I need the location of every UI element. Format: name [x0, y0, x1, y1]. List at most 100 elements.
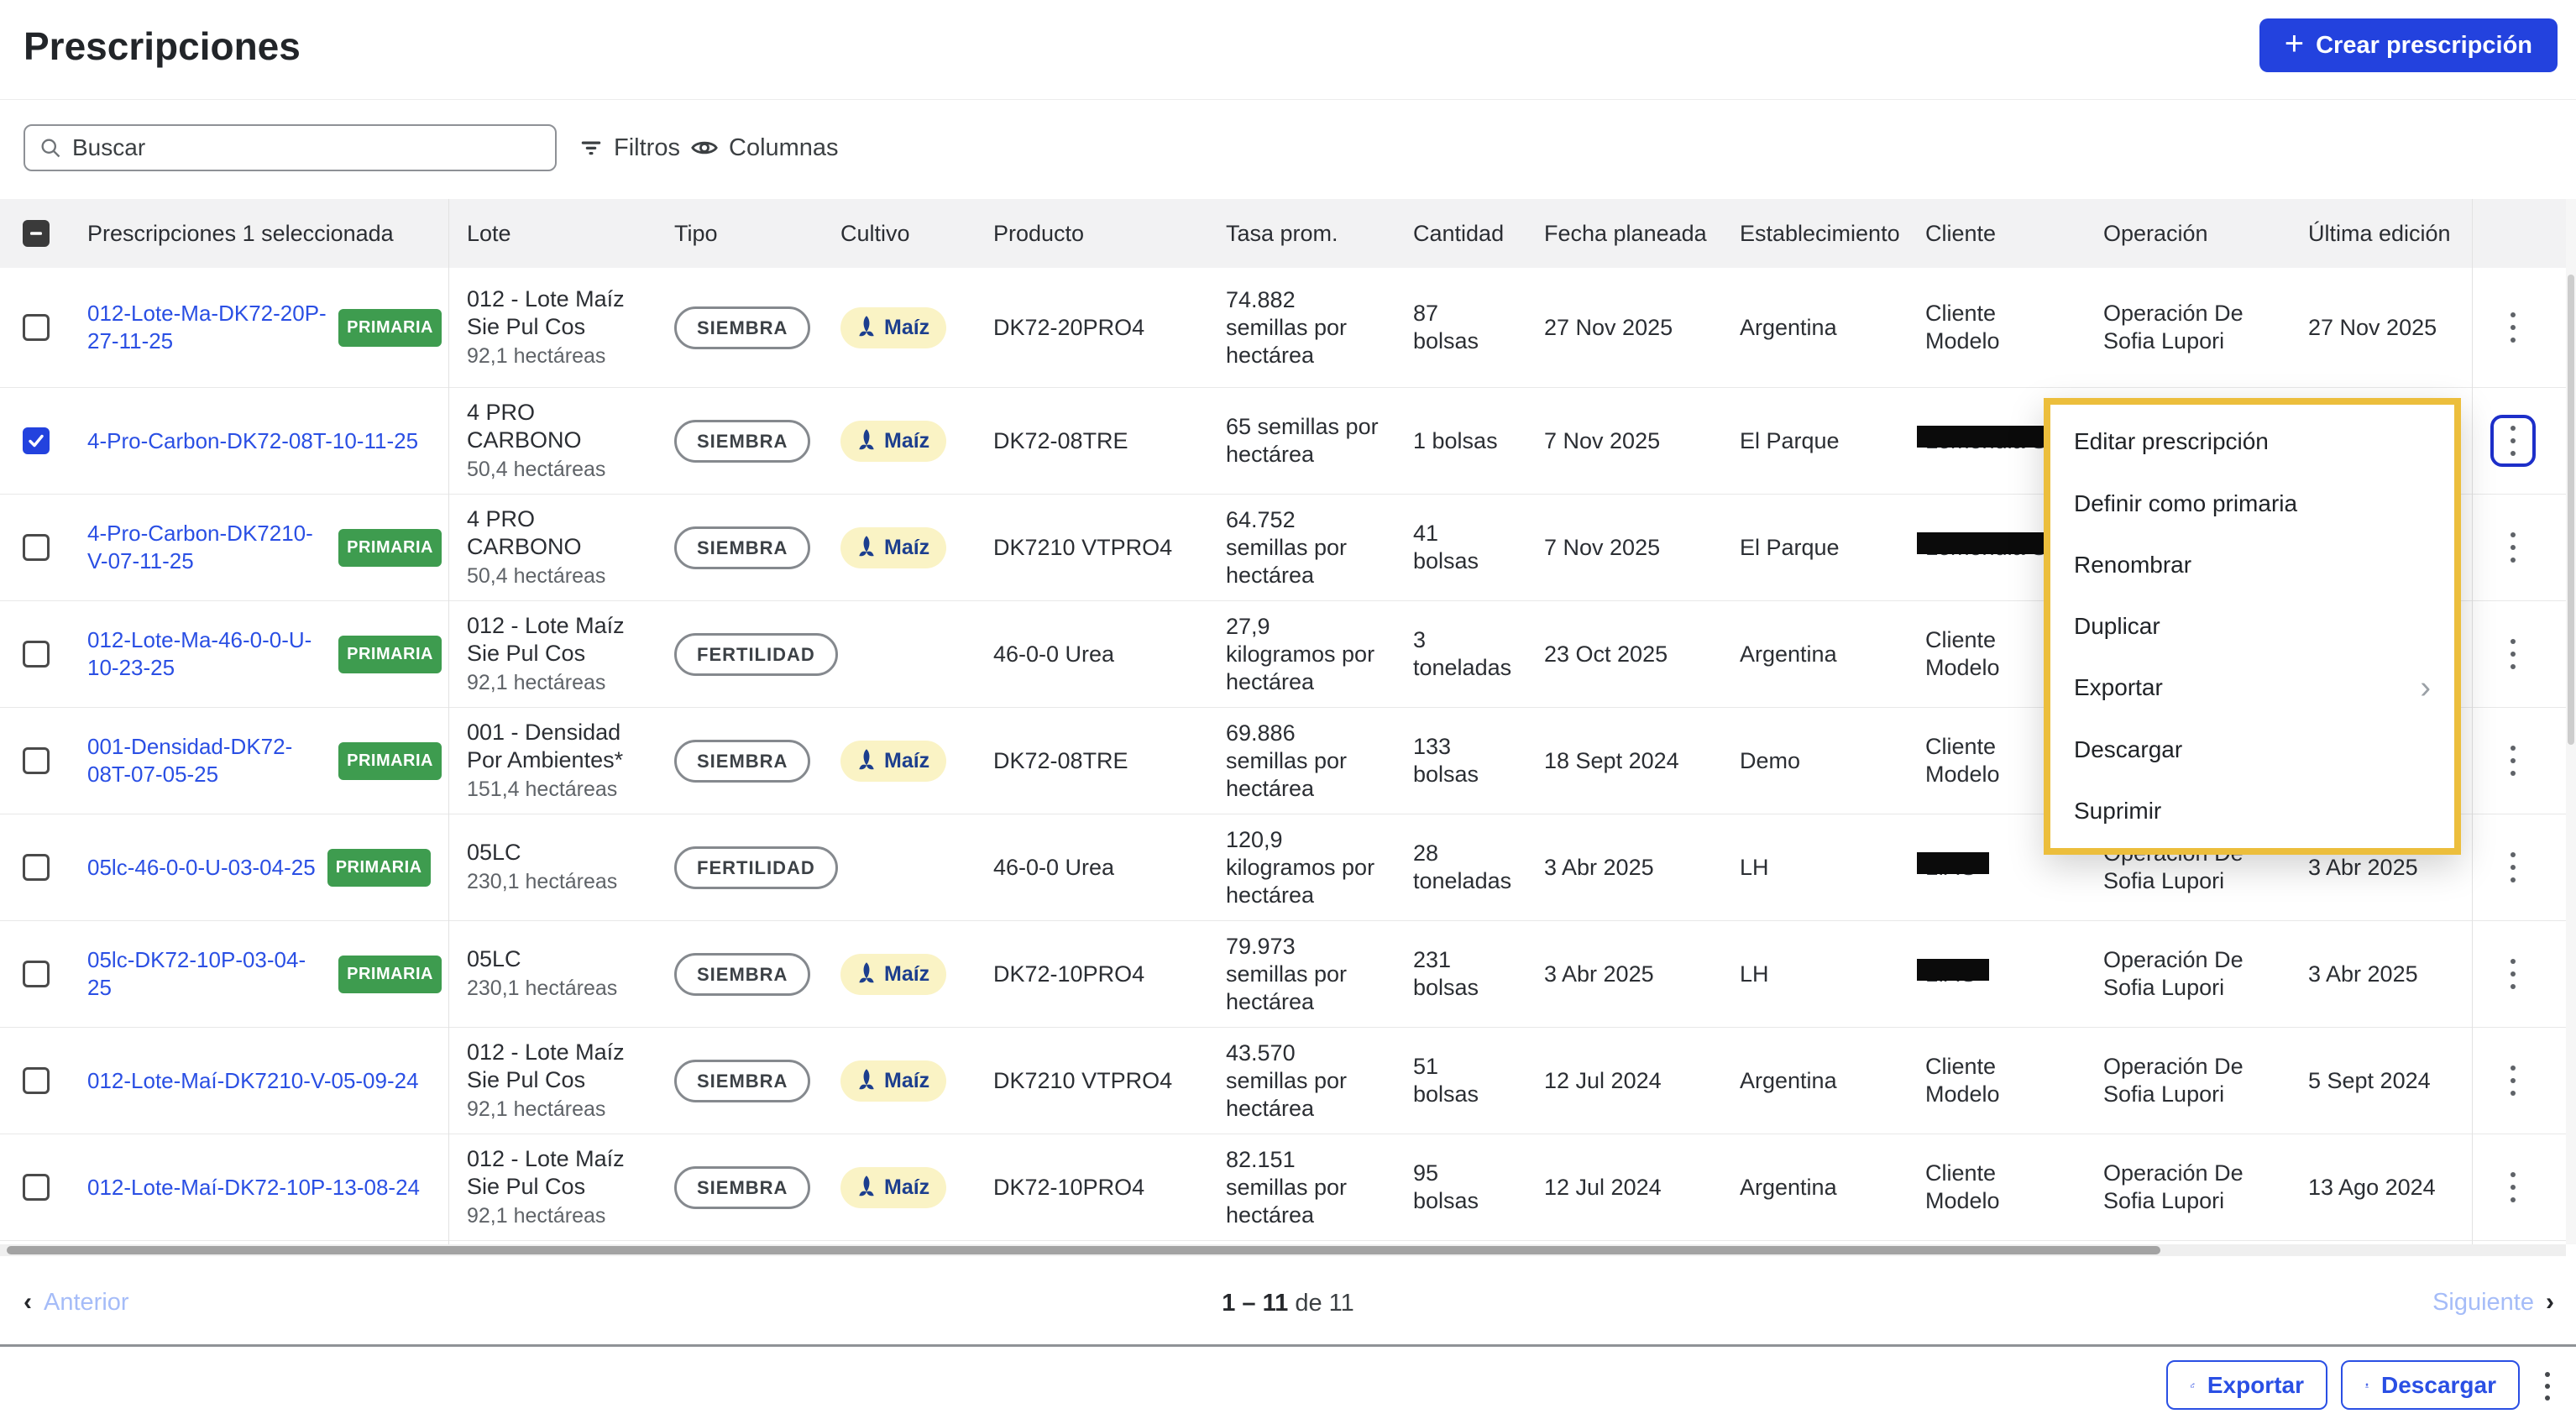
- lote-name: 4 PRO CARBONO: [467, 505, 582, 559]
- corn-icon: [859, 316, 874, 337]
- prescription-name-link[interactable]: 012-Lote-Ma-46-0-0-U-10-23-25: [87, 627, 312, 680]
- row-more-options-button[interactable]: [2490, 301, 2536, 353]
- row-more-options-button[interactable]: [2490, 1055, 2536, 1107]
- row-checkbox[interactable]: [23, 854, 50, 881]
- table-row: 05lc-DK72-10P-03-04-25 PRIMARIA 05LC 230…: [0, 921, 2576, 1028]
- menu-item-label: Definir como primaria: [2074, 490, 2298, 516]
- export-button[interactable]: Exportar: [2166, 1360, 2327, 1410]
- column-header-tasa: Tasa prom.: [1226, 220, 1338, 246]
- product-name: DK7210 VTPRO4: [993, 534, 1173, 560]
- footer-divider: [0, 1344, 2576, 1347]
- menu-item-label: Suprimir: [2074, 797, 2162, 824]
- search-box[interactable]: [24, 124, 557, 171]
- lote-name: 4 PRO CARBONO: [467, 399, 582, 453]
- farm-name: Argentina: [1740, 314, 1837, 340]
- last-edited-date: 3 Abr 2025: [2308, 854, 2418, 880]
- client-cell: LIAG: [1917, 958, 1989, 988]
- row-more-options-button[interactable]: [2490, 841, 2536, 893]
- select-all-checkbox[interactable]: [23, 220, 50, 247]
- crop-pill: Maíz: [840, 953, 947, 995]
- row-checkbox[interactable]: [23, 427, 50, 454]
- row-checkbox[interactable]: [23, 534, 50, 561]
- product-name: DK7210 VTPRO4: [993, 1067, 1173, 1093]
- menu-item[interactable]: Renombrar›: [2050, 536, 2454, 594]
- row-checkbox[interactable]: [23, 641, 50, 668]
- row-checkbox[interactable]: [23, 747, 50, 774]
- prescription-name-link[interactable]: 05lc-DK72-10P-03-04-25: [87, 947, 306, 1000]
- column-divider-left: [448, 199, 449, 1254]
- export-label: Exportar: [2207, 1371, 2304, 1398]
- corn-icon: [859, 429, 874, 450]
- column-header-operacion: Operación: [2103, 220, 2208, 246]
- column-header-selection: Prescripciones 1 seleccionada: [87, 220, 394, 246]
- product-name: DK72-10PRO4: [993, 1174, 1145, 1200]
- prescription-name-link[interactable]: 001-Densidad-DK72-08T-07-05-25: [87, 734, 293, 787]
- horizontal-scrollbar[interactable]: [0, 1244, 2566, 1256]
- lote-name: 05LC: [467, 840, 521, 865]
- average-rate: 65 semillas por hectárea: [1226, 414, 1379, 467]
- eye-icon: [691, 141, 718, 154]
- row-more-options-button[interactable]: [2490, 948, 2536, 1000]
- client-cell: Cliente Modelo: [1925, 626, 2076, 682]
- filter-icon: [581, 141, 601, 155]
- previous-label: Anterior: [44, 1288, 129, 1316]
- prescription-name-link[interactable]: 012-Lote-Ma-DK72-20P-27-11-25: [87, 301, 327, 353]
- row-checkbox[interactable]: [23, 1067, 50, 1094]
- filters-button[interactable]: Filtros: [579, 126, 680, 170]
- row-more-options-button[interactable]: [2490, 628, 2536, 680]
- column-header-cantidad: Cantidad: [1413, 220, 1505, 246]
- vertical-scrollbar[interactable]: [2566, 199, 2576, 1244]
- lote-area: 50,4 hectáreas: [467, 457, 606, 481]
- footer-bar: Exportar Descargar: [0, 1347, 2576, 1419]
- client-cell: Cliente Modelo: [1925, 1053, 2076, 1108]
- farm-name: LH: [1740, 961, 1769, 987]
- planned-date: 7 Nov 2025: [1544, 534, 1661, 560]
- search-input[interactable]: [72, 134, 542, 161]
- vertical-scrollbar-thumb[interactable]: [2568, 275, 2574, 745]
- menu-item[interactable]: Exportar ›: [2050, 658, 2454, 717]
- quantity: 231 bolsas: [1413, 947, 1479, 1000]
- row-checkbox[interactable]: [23, 314, 50, 341]
- crop-pill: Maíz: [840, 740, 947, 782]
- menu-item[interactable]: Duplicar›: [2050, 597, 2454, 656]
- row-checkbox[interactable]: [23, 1174, 50, 1201]
- primary-badge: PRIMARIA: [338, 635, 442, 673]
- product-name: 46-0-0 Urea: [993, 854, 1115, 880]
- crop-label: Maíz: [884, 1175, 930, 1199]
- row-more-options-button[interactable]: [2490, 415, 2536, 467]
- row-more-options-button[interactable]: [2490, 1161, 2536, 1213]
- footer-more-options-button[interactable]: [2529, 1365, 2566, 1407]
- menu-item[interactable]: Suprimir›: [2050, 782, 2454, 840]
- quantity: 51 bolsas: [1413, 1054, 1479, 1107]
- prescription-name-link[interactable]: 4-Pro-Carbon-DK7210-V-07-11-25: [87, 521, 313, 573]
- upload-arrow-icon: [2365, 1382, 2369, 1387]
- column-header-cultivo: Cultivo: [840, 220, 910, 246]
- columns-button[interactable]: Columnas: [690, 126, 839, 170]
- chevron-left-icon: ‹: [24, 1288, 32, 1316]
- planned-date: 12 Jul 2024: [1544, 1174, 1662, 1200]
- tipo-pill: SIEMBRA: [674, 306, 811, 349]
- check-icon: [29, 434, 44, 448]
- farm-name: El Parque: [1740, 534, 1840, 560]
- download-button[interactable]: Descargar: [2341, 1360, 2520, 1410]
- prescription-name-link[interactable]: 05lc-46-0-0-U-03-04-25: [87, 854, 316, 880]
- row-checkbox[interactable]: [23, 961, 50, 987]
- row-more-options-button[interactable]: [2490, 521, 2536, 573]
- menu-item[interactable]: Editar prescripción›: [2050, 412, 2454, 471]
- pagination-next[interactable]: Siguiente ›: [2432, 1288, 2554, 1317]
- menu-item[interactable]: Descargar›: [2050, 720, 2454, 779]
- prescription-name-link[interactable]: 4-Pro-Carbon-DK72-08T-10-11-25: [87, 427, 419, 453]
- row-more-options-button[interactable]: [2490, 735, 2536, 787]
- client-name: Cliente Modelo: [1925, 734, 2000, 787]
- tipo-pill: SIEMBRA: [674, 1059, 811, 1102]
- corn-icon: [859, 536, 874, 557]
- create-prescription-button[interactable]: + Crear prescripción: [2259, 18, 2558, 72]
- prescription-name-link[interactable]: 012-Lote-Maí-DK72-10P-13-08-24: [87, 1174, 420, 1200]
- horizontal-scrollbar-thumb[interactable]: [7, 1246, 2160, 1254]
- prescription-name-link[interactable]: 012-Lote-Maí-DK7210-V-05-09-24: [87, 1067, 419, 1093]
- lote-area: 151,4 hectáreas: [467, 777, 618, 801]
- pagination-previous[interactable]: ‹ Anterior: [24, 1288, 129, 1317]
- menu-item[interactable]: Definir como primaria›: [2050, 474, 2454, 533]
- product-name: DK72-20PRO4: [993, 314, 1145, 340]
- quantity: 133 bolsas: [1413, 734, 1479, 787]
